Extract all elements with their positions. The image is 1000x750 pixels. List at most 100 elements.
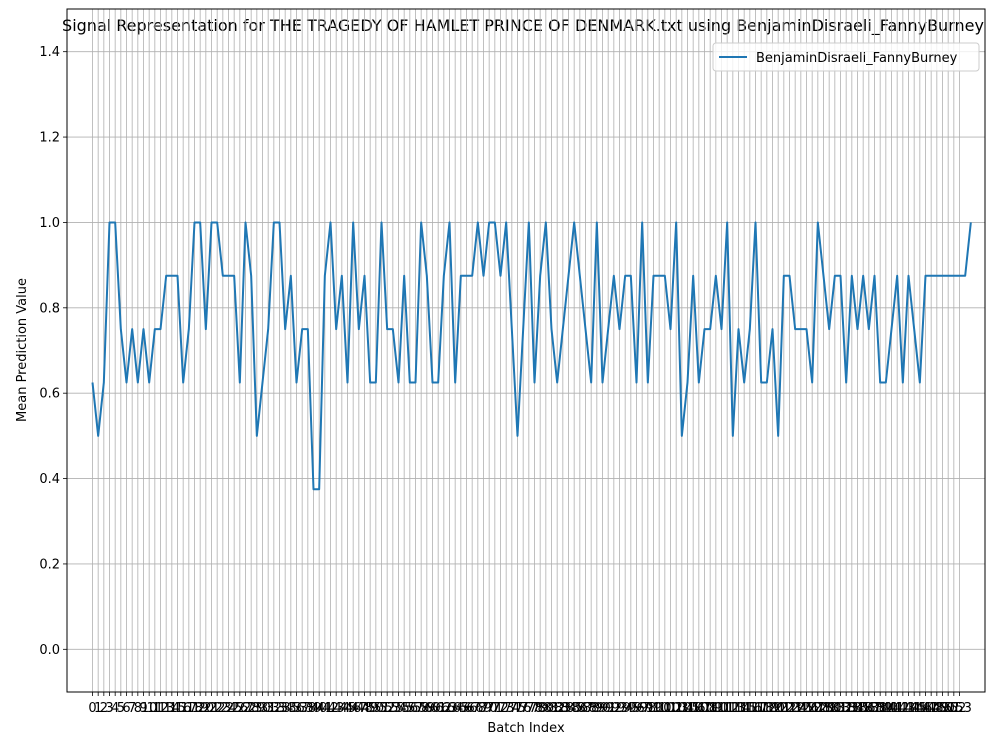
x-tick-label: 60 xyxy=(424,701,441,716)
y-tick-label: 0.2 xyxy=(39,557,60,572)
x-tick-label: 26 xyxy=(232,701,249,716)
x-tick-label: 151 xyxy=(936,701,961,716)
x-tick-label: 109 xyxy=(698,701,723,716)
x-tick-label: 27 xyxy=(237,701,254,716)
x-tick-label: 29 xyxy=(249,701,266,716)
x-tick-label: 54 xyxy=(390,701,407,716)
x-tick-label: 15 xyxy=(169,701,186,716)
x-tick-label: 67 xyxy=(464,701,481,716)
x-tick-label: 87 xyxy=(577,701,594,716)
x-tick-label: 57 xyxy=(407,701,424,716)
x-tick-label: 133 xyxy=(834,701,859,716)
y-tick-label: 1.2 xyxy=(39,131,60,146)
x-tick-label: 7 xyxy=(128,701,136,716)
x-tick-label: 100 xyxy=(647,701,672,716)
x-tick-label: 34 xyxy=(277,701,294,716)
x-tick-label: 143 xyxy=(890,701,915,716)
x-tick-label: 62 xyxy=(436,701,453,716)
x-tick-label: 114 xyxy=(726,701,751,716)
x-tick-label: 105 xyxy=(675,701,700,716)
x-tick-label: 32 xyxy=(266,701,283,716)
x-tick-label: 17 xyxy=(181,701,198,716)
x-tick-label: 21 xyxy=(203,701,220,716)
x-tick-label: 38 xyxy=(300,701,317,716)
x-tick-label: 16 xyxy=(175,701,192,716)
x-tick-label: 24 xyxy=(220,701,237,716)
x-tick-label: 56 xyxy=(402,701,419,716)
x-tick-label: 152 xyxy=(941,701,966,716)
x-tick-label: 74 xyxy=(504,701,521,716)
x-tick-label: 64 xyxy=(447,701,464,716)
x-tick-label: 94 xyxy=(617,701,634,716)
x-tick-label: 1 xyxy=(94,701,102,716)
x-tick-label: 12 xyxy=(152,701,169,716)
x-tick-label: 90 xyxy=(594,701,611,716)
x-tick-label: 3 xyxy=(105,701,113,716)
x-tick-label: 43 xyxy=(328,701,345,716)
y-tick-labels: 0.0 0.2 0.4 0.6 0.8 1.0 1.2 1.4 xyxy=(39,45,60,658)
x-tick-label: 106 xyxy=(681,701,706,716)
x-tick-label: 20 xyxy=(198,701,215,716)
x-tick-label: 120 xyxy=(760,701,785,716)
x-tick-label: 10 xyxy=(141,701,158,716)
x-tick-label: 25 xyxy=(226,701,243,716)
x-tick-label: 101 xyxy=(652,701,677,716)
y-axis-label: Mean Prediction Value xyxy=(15,278,30,422)
x-tick-label: 44 xyxy=(334,701,351,716)
x-tick-label: 138 xyxy=(862,701,887,716)
x-tick-label: 18 xyxy=(186,701,203,716)
x-tick-label: 33 xyxy=(271,701,288,716)
x-tick-label: 52 xyxy=(379,701,396,716)
x-tick-label: 118 xyxy=(749,701,774,716)
x-tick-label: 22 xyxy=(209,701,226,716)
x-tick-label: 123 xyxy=(777,701,802,716)
x-tick-label: 140 xyxy=(873,701,898,716)
x-tick-label: 96 xyxy=(628,701,645,716)
y-tick-label: 0.0 xyxy=(39,643,60,658)
x-tick-label: 36 xyxy=(288,701,305,716)
legend-box xyxy=(712,42,980,72)
x-tick-labels: 0123456789101112131415161718192021222324… xyxy=(88,701,972,716)
x-tick-label: 30 xyxy=(254,701,271,716)
x-tick-label: 77 xyxy=(521,701,538,716)
y-tick-label: 0.8 xyxy=(39,301,60,316)
x-tick-label: 98 xyxy=(640,701,657,716)
x-tick-label: 84 xyxy=(560,701,577,716)
x-tick-label: 132 xyxy=(828,701,853,716)
x-tick-label: 85 xyxy=(566,701,583,716)
x-tick-label: 107 xyxy=(686,701,711,716)
x-tick-label: 2 xyxy=(100,701,108,716)
x-tick-label: 40 xyxy=(311,701,328,716)
x-tick-label: 83 xyxy=(555,701,572,716)
x-tick-label: 142 xyxy=(885,701,910,716)
x-tick-label: 65 xyxy=(453,701,470,716)
x-tick-label: 71 xyxy=(487,701,504,716)
x-tick-label: 79 xyxy=(532,701,549,716)
x-tick-label: 141 xyxy=(879,701,904,716)
x-tick-label: 4 xyxy=(111,701,119,716)
x-tick-label: 104 xyxy=(669,701,694,716)
x-tick-label: 9 xyxy=(139,701,147,716)
x-tick-label: 119 xyxy=(754,701,779,716)
x-tick-label: 108 xyxy=(692,701,717,716)
x-tick-label: 146 xyxy=(907,701,932,716)
x-tick-label: 78 xyxy=(526,701,543,716)
x-tick-label: 46 xyxy=(345,701,362,716)
x-tick-label: 45 xyxy=(339,701,356,716)
x-tick-label: 136 xyxy=(851,701,876,716)
x-tick-label: 23 xyxy=(215,701,232,716)
x-tick-label: 14 xyxy=(164,701,181,716)
x-tick-label: 129 xyxy=(811,701,836,716)
x-tick-label: 95 xyxy=(623,701,640,716)
x-tick-label: 137 xyxy=(856,701,881,716)
x-tick-label: 102 xyxy=(658,701,683,716)
tick-marks xyxy=(63,51,960,696)
x-tick-label: 35 xyxy=(283,701,300,716)
x-tick-label: 116 xyxy=(737,701,762,716)
x-tick-label: 53 xyxy=(385,701,402,716)
x-tick-label: 93 xyxy=(611,701,628,716)
legend-label: BenjaminDisraeli_FannyBurney xyxy=(756,51,958,66)
legend: BenjaminDisraeli_FannyBurney xyxy=(712,42,980,72)
x-tick-label: 91 xyxy=(600,701,617,716)
